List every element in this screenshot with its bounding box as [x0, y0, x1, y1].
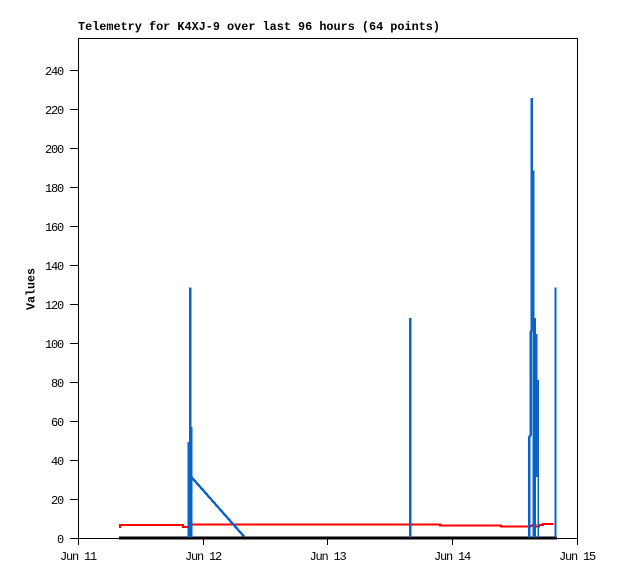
svg-text:180: 180 [45, 182, 64, 196]
svg-text:Values: Values [25, 268, 39, 310]
svg-text:140: 140 [45, 260, 64, 274]
svg-text:100: 100 [45, 338, 64, 352]
svg-text:Jun 15: Jun 15 [559, 550, 596, 564]
svg-text:Jun 12: Jun 12 [185, 550, 222, 564]
svg-text:220: 220 [45, 104, 64, 118]
svg-text:Jun 11: Jun 11 [60, 550, 97, 564]
svg-text:120: 120 [45, 299, 64, 313]
svg-text:Jun 13: Jun 13 [309, 550, 346, 564]
svg-text:Jun 14: Jun 14 [434, 550, 471, 564]
svg-text:80: 80 [51, 377, 64, 391]
svg-text:240: 240 [45, 65, 64, 79]
svg-text:40: 40 [51, 455, 64, 469]
svg-text:20: 20 [51, 494, 64, 508]
svg-text:60: 60 [51, 416, 64, 430]
svg-text:Telemetry for K4XJ-9 over last: Telemetry for K4XJ-9 over last 96 hours … [78, 20, 440, 34]
svg-text:200: 200 [45, 143, 64, 157]
svg-text:0: 0 [57, 533, 64, 547]
svg-text:160: 160 [45, 221, 64, 235]
